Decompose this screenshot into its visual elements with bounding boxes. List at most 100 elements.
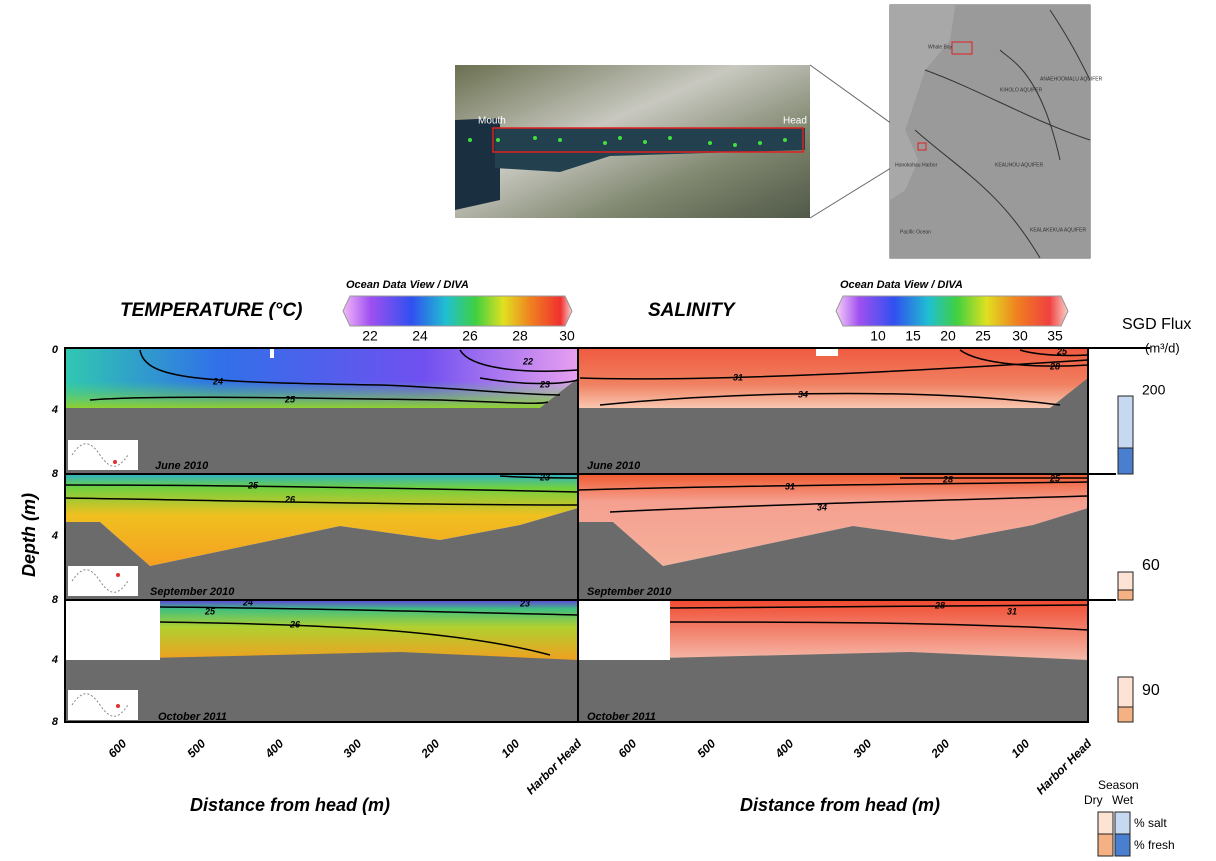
map-label: KEAUHOU AQUIFER <box>995 162 1043 168</box>
colorbar-tick: 15 <box>905 328 921 344</box>
legend-label: % salt <box>1134 816 1167 830</box>
x-tick-label: Harbor Head <box>524 736 585 797</box>
row-date: September 2010 <box>150 586 235 598</box>
contour-label: 28 <box>942 474 953 484</box>
map-label: ANAEHOOMALU AQUIFER <box>1040 76 1103 82</box>
map-label: Head <box>783 116 807 127</box>
contours <box>64 349 1089 656</box>
map-label: KIHOLO AQUIFER <box>1000 87 1043 93</box>
x-tick-label: 300 <box>340 736 364 760</box>
colorbar-tick: 35 <box>1047 328 1063 344</box>
colorbar-source: Ocean Data View / DIVA <box>840 279 963 291</box>
salinity-panels <box>578 348 1088 660</box>
contour-label: 25 <box>1049 473 1061 483</box>
colorbar-tick: 10 <box>870 328 886 344</box>
sgd-value: 90 <box>1142 682 1160 699</box>
legend-label: % fresh <box>1134 838 1175 852</box>
colorbar-tick: 22 <box>362 328 378 344</box>
y-axis-label: Depth (m) <box>19 493 39 577</box>
colorbar-tick: 25 <box>975 328 991 344</box>
row-date: September 2010 <box>587 586 672 598</box>
y-tick-label: 4 <box>51 530 58 542</box>
contour-label: 25 <box>284 394 296 404</box>
panel-title: SALINITY <box>648 300 737 321</box>
contour-label: 25 <box>1056 346 1068 356</box>
row-date: October 2011 <box>158 711 227 723</box>
no-data <box>65 600 160 660</box>
contour-label: 25 <box>247 480 259 490</box>
colorbar-tick: 24 <box>412 328 428 344</box>
colorbar-tick: 28 <box>512 328 528 344</box>
colorbar-source: Ocean Data View / DIVA <box>346 279 469 291</box>
x-tick-label: 400 <box>772 736 797 761</box>
contour-label: 28 <box>1049 361 1060 371</box>
map-label: KEALAKEKUA AQUIFER <box>1030 227 1087 233</box>
no-data <box>578 600 670 660</box>
contour-label: 26 <box>284 494 296 504</box>
y-tick-label: 4 <box>51 654 58 666</box>
map-label: Honokohau Harbor <box>895 162 938 168</box>
legend <box>1097 811 1131 857</box>
legend-title: Season <box>1098 778 1139 792</box>
contour-label: 22 <box>522 356 533 366</box>
x-tick-label: Harbor Head <box>1034 736 1095 797</box>
colorbar-tick: 30 <box>559 328 575 344</box>
panel-frame <box>64 347 1150 723</box>
colorbar <box>835 295 1069 327</box>
y-tick-label: 8 <box>52 716 59 728</box>
contour-label: 24 <box>242 597 253 607</box>
x-tick-label: 300 <box>850 736 874 760</box>
aerial-map: Mouth Head <box>455 65 810 218</box>
legend-label: Wet <box>1112 793 1134 807</box>
contour-label: 23 <box>539 472 550 482</box>
colorbar-tick: 26 <box>462 328 478 344</box>
row-date: October 2011 <box>587 711 656 723</box>
contour-label: 24 <box>212 376 223 386</box>
contour-label: 26 <box>289 619 301 629</box>
sgd-value: 60 <box>1142 557 1160 574</box>
x-tick-label: 500 <box>184 736 208 760</box>
contour-label: 34 <box>817 502 827 512</box>
row-date: June 2010 <box>155 460 209 472</box>
x-tick-label: 200 <box>928 736 953 761</box>
sgd-bars <box>1117 395 1134 723</box>
map-label: Pacific Ocean <box>900 229 931 235</box>
x-tick-label: 600 <box>615 736 639 760</box>
legend-label: Dry <box>1084 793 1103 807</box>
x-tick-label: 200 <box>418 736 443 761</box>
x-tick-label: 400 <box>262 736 287 761</box>
y-tick-label: 8 <box>52 594 59 606</box>
contour-label: 23 <box>519 598 530 608</box>
y-tick-label: 0 <box>52 344 59 356</box>
x-tick-label: 100 <box>1008 736 1032 760</box>
marker <box>816 348 838 356</box>
contour-label: 31 <box>785 481 795 491</box>
island-map: Whale Bay KIHOLO AQUIFER ANAEHOOMALU AQU… <box>889 4 1103 259</box>
y-tick-label: 4 <box>51 404 58 416</box>
wave-glyphs <box>68 440 138 720</box>
map-label: Whale Bay <box>928 44 953 50</box>
x-tick-label: 600 <box>105 736 129 760</box>
x-axis-label: Distance from head (m) <box>740 795 940 815</box>
contour-label: 23 <box>539 379 550 389</box>
y-tick-label: 8 <box>52 468 59 480</box>
contour-label: 31 <box>1007 606 1017 616</box>
contour-label: 25 <box>204 606 216 616</box>
colorbar <box>342 295 573 327</box>
marker <box>270 348 274 358</box>
map-label: Mouth <box>478 116 506 127</box>
bathymetry <box>65 378 1088 722</box>
x-tick-label: 500 <box>694 736 718 760</box>
contour-label: 34 <box>798 389 808 399</box>
contour-label: 28 <box>934 600 945 610</box>
colorbar-tick: 30 <box>1012 328 1028 344</box>
sgd-value: 200 <box>1142 382 1166 398</box>
colorbar-tick: 20 <box>940 328 956 344</box>
sgd-title: SGD Flux <box>1122 316 1191 333</box>
contour-label: 31 <box>733 372 743 382</box>
row-date: June 2010 <box>587 460 641 472</box>
x-tick-label: 100 <box>498 736 522 760</box>
sgd-unit: (m³/d) <box>1145 340 1180 355</box>
x-axis-label: Distance from head (m) <box>190 795 390 815</box>
